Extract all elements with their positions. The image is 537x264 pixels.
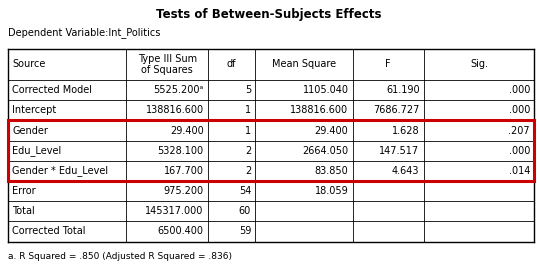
- Text: df: df: [227, 59, 236, 69]
- Text: 6500.400: 6500.400: [158, 227, 204, 237]
- Text: Type III Sum
of Squares: Type III Sum of Squares: [137, 54, 197, 75]
- Text: 1105.040: 1105.040: [302, 85, 349, 95]
- Text: Source: Source: [12, 59, 46, 69]
- Text: 5: 5: [245, 85, 251, 95]
- Text: 18.059: 18.059: [315, 186, 349, 196]
- Text: 138816.600: 138816.600: [146, 105, 204, 115]
- Text: Corrected Total: Corrected Total: [12, 227, 86, 237]
- Text: 2664.050: 2664.050: [302, 146, 349, 156]
- Text: Gender: Gender: [12, 126, 48, 136]
- Text: 5328.100: 5328.100: [158, 146, 204, 156]
- Text: Total: Total: [12, 206, 35, 216]
- Text: 145317.000: 145317.000: [146, 206, 204, 216]
- Text: 1: 1: [245, 126, 251, 136]
- Text: 61.190: 61.190: [386, 85, 419, 95]
- Text: 2: 2: [245, 166, 251, 176]
- Text: 4.643: 4.643: [392, 166, 419, 176]
- Text: .000: .000: [509, 105, 530, 115]
- Text: 975.200: 975.200: [164, 186, 204, 196]
- Text: 29.400: 29.400: [315, 126, 349, 136]
- Text: Intercept: Intercept: [12, 105, 56, 115]
- Text: Gender * Edu_Level: Gender * Edu_Level: [12, 166, 108, 176]
- Text: .014: .014: [509, 166, 530, 176]
- Text: 5525.200ᵃ: 5525.200ᵃ: [154, 85, 204, 95]
- Text: 1.628: 1.628: [392, 126, 419, 136]
- Text: 60: 60: [239, 206, 251, 216]
- Text: Dependent Variable:Int_Politics: Dependent Variable:Int_Politics: [8, 27, 161, 39]
- Text: 29.400: 29.400: [170, 126, 204, 136]
- Text: 147.517: 147.517: [379, 146, 419, 156]
- Text: 167.700: 167.700: [164, 166, 204, 176]
- Bar: [8, 120, 534, 181]
- Text: Corrected Model: Corrected Model: [12, 85, 92, 95]
- Text: 2: 2: [245, 146, 251, 156]
- Text: Tests of Between-Subjects Effects: Tests of Between-Subjects Effects: [156, 8, 381, 21]
- Text: 1: 1: [245, 105, 251, 115]
- Text: Sig.: Sig.: [470, 59, 488, 69]
- Text: .207: .207: [509, 126, 530, 136]
- Text: Mean Square: Mean Square: [272, 59, 336, 69]
- Text: F: F: [386, 59, 391, 69]
- Text: Edu_Level: Edu_Level: [12, 145, 62, 156]
- Text: .000: .000: [509, 85, 530, 95]
- Text: a. R Squared = .850 (Adjusted R Squared = .836): a. R Squared = .850 (Adjusted R Squared …: [8, 252, 232, 261]
- Text: 138816.600: 138816.600: [291, 105, 349, 115]
- Text: 83.850: 83.850: [315, 166, 349, 176]
- Text: .000: .000: [509, 146, 530, 156]
- Text: 59: 59: [239, 227, 251, 237]
- Text: 7686.727: 7686.727: [373, 105, 419, 115]
- Text: Error: Error: [12, 186, 36, 196]
- Text: 54: 54: [239, 186, 251, 196]
